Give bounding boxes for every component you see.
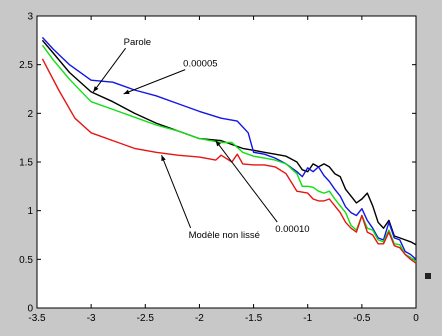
annotation-label: 0.00005: [183, 59, 217, 70]
x-axis: -3.5 -3 -2.5 -2 -1.5 -1 -0.5 0: [28, 16, 419, 324]
annotation-arrowhead: [215, 140, 221, 147]
x-tick-label: -0.5: [353, 313, 371, 324]
y-tick-label: 2: [27, 109, 33, 120]
x-tick-label: -3: [87, 313, 96, 324]
annotation-label: Parole: [124, 37, 151, 48]
annotation-arrow: [161, 155, 192, 229]
x-tick-label: 0: [413, 313, 419, 324]
series-line-parole: [41, 39, 417, 246]
y-tick-label: 3: [27, 12, 33, 23]
series-line-0-00005: [41, 36, 417, 260]
x-tick-label: -1.5: [245, 313, 263, 324]
series-line-mod-le-non-liss: [41, 58, 417, 264]
y-tick-label: 1.5: [19, 158, 33, 169]
series-line-0-00010: [41, 44, 417, 262]
x-tick-label: -2: [195, 313, 204, 324]
annotation-arrow: [92, 47, 127, 93]
y-tick-label: 0.5: [19, 255, 33, 266]
y-tick-label: 2.5: [19, 60, 33, 71]
x-tick-label: -2.5: [137, 313, 155, 324]
annotations: Parole 0.00005 Modèle non lissé 0.00010: [92, 37, 310, 241]
y-tick-label: 1: [27, 206, 33, 217]
annotation-arrowhead: [161, 155, 166, 162]
x-tick-label: -1: [303, 313, 312, 324]
side-marker: [425, 273, 431, 279]
x-tick-label: -3.5: [28, 313, 46, 324]
series-layer: [41, 36, 417, 264]
annotation-arrow: [123, 69, 186, 95]
plot-area: [36, 15, 417, 309]
annotation-label: Modèle non lissé: [189, 230, 260, 241]
annotation-label: 0.00010: [275, 224, 309, 235]
annotation-arrow: [215, 140, 278, 223]
annotation-arrowhead: [93, 86, 99, 92]
annotation-arrowhead: [123, 89, 130, 95]
y-tick-label: 0: [27, 304, 33, 315]
